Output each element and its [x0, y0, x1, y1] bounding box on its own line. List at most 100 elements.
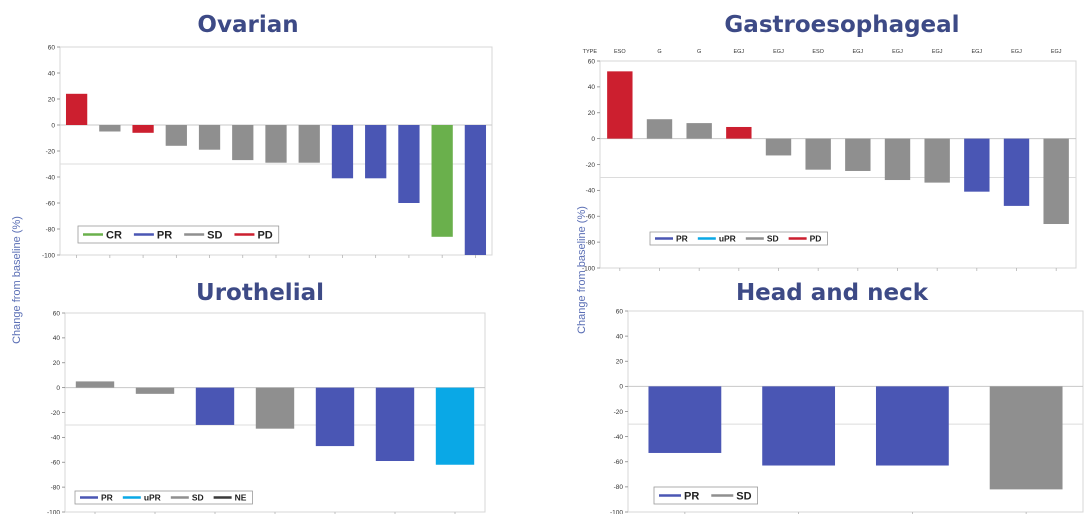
y-tick-label: 40	[48, 70, 56, 77]
legend-label-upr: uPR	[719, 234, 736, 244]
y-ticks-urothelial: 60 40 20 0 -20 -40 -60 -80 -100	[47, 310, 456, 514]
legend-gastro: PR uPR SD PD	[649, 231, 828, 246]
chart-panel-urothelial: Urothelial PR uPR SD NE 60 40 20 0 -20 -40 -60 -80…	[47, 280, 486, 514]
y-axis-label-left: Change from baseline (%)	[11, 216, 23, 344]
bar-urothelial-3	[195, 387, 235, 425]
y-tick-label: -60	[51, 460, 61, 467]
category-label: G	[697, 49, 701, 55]
legend-label-pr: PR	[157, 229, 172, 241]
y-ticks-ovarian: 60 40 20 0 -20 -40 -60 -80 -100	[42, 44, 476, 259]
bar-urothelial-6	[375, 387, 415, 462]
bar-headneck-4	[989, 386, 1063, 490]
legend-label-cr: CR	[106, 229, 122, 241]
bar-ovarian-12	[431, 125, 453, 237]
chart-title-urothelial: Urothelial	[196, 280, 324, 306]
bar-gastro-9	[924, 138, 950, 183]
legend-urothelial: PR uPR SD NE	[74, 490, 253, 505]
y-tick-label: -80	[51, 484, 61, 491]
y-tick-label: -80	[614, 484, 624, 491]
chart-title-gastroesophageal: Gastroesophageal	[724, 12, 959, 38]
legend-box	[653, 486, 758, 505]
y-tick-label: 60	[53, 310, 61, 317]
bar-ovarian-10	[365, 125, 387, 179]
y-tick-label: 60	[588, 58, 596, 65]
y-tick-label: -40	[586, 188, 596, 195]
bar-urothelial-5	[315, 387, 355, 447]
y-tick-label: -60	[46, 200, 56, 207]
bar-group-gastroesophageal: PR uPR SD PD	[599, 60, 1077, 269]
y-tick-label: -20	[586, 162, 596, 169]
y-tick-label: -100	[47, 509, 60, 514]
category-label: EGJ	[971, 49, 982, 55]
y-tick-label: 0	[51, 122, 55, 129]
legend-box	[77, 225, 280, 244]
y-tick-label: -20	[51, 410, 61, 417]
y-tick-label: 20	[616, 359, 624, 366]
bar-urothelial-2	[135, 387, 175, 394]
bar-ovarian-6	[232, 125, 254, 161]
legend-label-upr: uPR	[144, 493, 161, 503]
legend-label-pd: PD	[257, 229, 272, 241]
category-label: EGJ	[1051, 49, 1062, 55]
category-label: EGJ	[932, 49, 943, 55]
y-tick-label: 20	[48, 96, 56, 103]
y-tick-label: 40	[53, 335, 61, 342]
chart-panel-head-and-neck: Head and neck PR SD 60 40 20 0 -20 -40 -60 -80 -1…	[610, 280, 1084, 514]
legend-ovarian: CR PR SD PD	[77, 225, 280, 244]
bar-urothelial-1	[75, 381, 115, 388]
legend-label-sd: SD	[192, 493, 204, 503]
bar-headneck-2	[762, 386, 836, 466]
y-tick-label: 0	[591, 136, 595, 143]
bar-gastro-12	[1043, 138, 1069, 225]
y-tick-label: -40	[614, 434, 624, 441]
bar-gastro-4	[726, 126, 752, 139]
category-label: EGJ	[773, 49, 784, 55]
legend-label-sd: SD	[207, 229, 222, 241]
y-tick-label: -80	[46, 226, 56, 233]
bar-headneck-3	[875, 386, 949, 466]
bar-gastro-11	[1003, 138, 1030, 206]
bar-gastro-2	[646, 119, 673, 139]
legend-label-ne: NE	[235, 493, 247, 503]
bar-urothelial-7	[435, 387, 475, 465]
bar-gastro-5	[765, 138, 792, 156]
y-tick-label: 60	[616, 308, 624, 315]
bar-group-head-and-neck: PR SD	[627, 310, 1084, 513]
bar-gastro-1	[607, 71, 633, 139]
y-tick-label: -40	[46, 174, 56, 181]
y-tick-label: -40	[51, 435, 61, 442]
y-tick-label: 20	[53, 360, 61, 367]
y-tick-label: 40	[616, 333, 624, 340]
chart-panel-ovarian: Ovarian CR PR SD PD 60 40 20 0 -20 -40 -60 -80 -100	[42, 12, 493, 259]
bar-ovarian-9	[331, 125, 354, 179]
legend-label-pr: PR	[101, 493, 113, 503]
y-tick-label: -100	[610, 509, 623, 514]
bar-ovarian-7	[265, 125, 287, 163]
bar-group-urothelial: PR uPR SD NE	[64, 312, 486, 513]
type-row-label: TYPE	[583, 49, 598, 55]
category-label: ESO	[614, 49, 626, 55]
bar-group-ovarian: CR PR SD PD	[59, 46, 493, 256]
y-tick-label: -20	[46, 148, 56, 155]
y-tick-label: -100	[42, 252, 55, 259]
chart-title-head-and-neck: Head and neck	[736, 280, 929, 306]
y-ticks-head-and-neck: 60 40 20 0 -20 -40 -60 -80 -100	[610, 308, 1027, 514]
chart-title-ovarian: Ovarian	[197, 12, 298, 38]
legend-label-pd: PD	[810, 234, 822, 244]
y-tick-label: -60	[614, 459, 624, 466]
bar-ovarian-4	[165, 125, 187, 146]
legend-label-pr: PR	[684, 490, 699, 502]
legend-label-sd: SD	[736, 490, 751, 502]
bar-ovarian-2	[99, 125, 121, 132]
bar-ovarian-11	[398, 125, 420, 203]
y-tick-label: -100	[582, 265, 595, 272]
legend-headneck: PR SD	[653, 486, 758, 505]
y-tick-label: 60	[48, 44, 56, 51]
category-label: EGJ	[892, 49, 903, 55]
category-label: G	[657, 49, 661, 55]
y-tick-label: -20	[614, 409, 624, 416]
bar-gastro-6	[805, 138, 831, 170]
y-tick-label: 0	[619, 384, 623, 391]
bar-gastro-3	[686, 123, 712, 139]
legend-box	[649, 231, 828, 246]
